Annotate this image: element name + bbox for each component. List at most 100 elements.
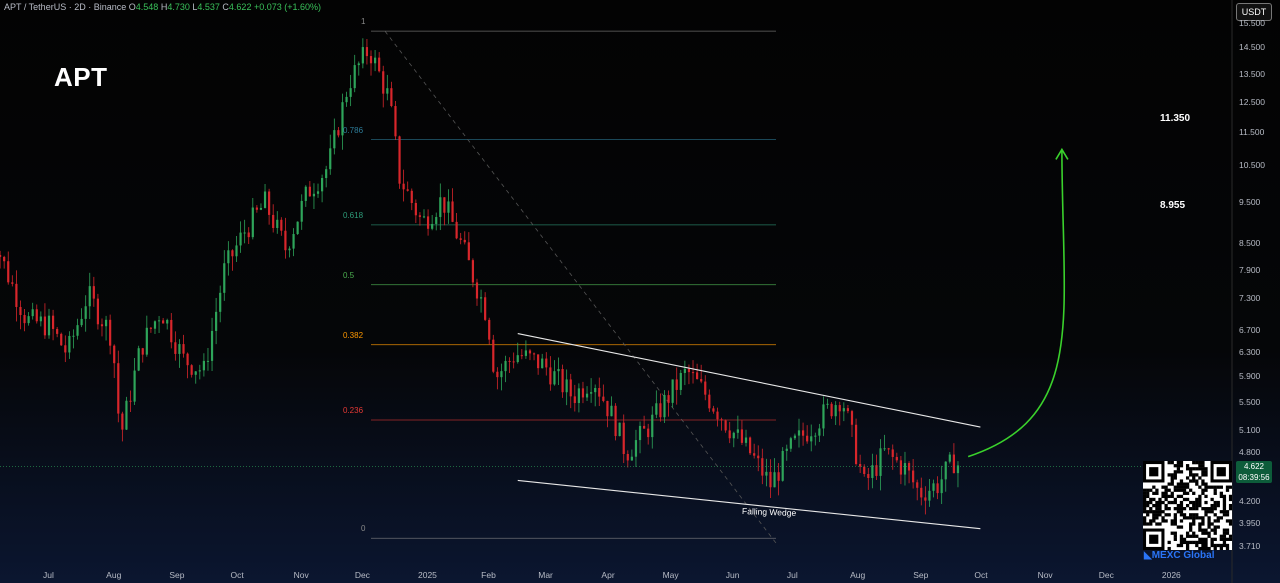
candle-body-48	[182, 344, 185, 354]
candle-body-67	[259, 207, 263, 210]
candle-body-8	[19, 306, 22, 316]
candle-body-26	[92, 286, 95, 299]
candle-body-215	[863, 466, 866, 474]
candle-body-195	[781, 450, 784, 481]
candle-body-231	[928, 490, 931, 501]
x-tick-10: May	[662, 570, 679, 580]
candle-body-203	[814, 435, 817, 437]
candle-body-168	[671, 379, 674, 403]
x-tick-7: Feb	[481, 570, 496, 580]
candle-body-236	[948, 454, 951, 462]
candle-body-99	[390, 88, 393, 107]
candle-body-90	[353, 65, 356, 89]
candle-body-94	[369, 56, 373, 64]
x-tick-2: Sep	[169, 570, 185, 580]
candle-body-209	[838, 405, 841, 412]
candle-body-89	[349, 88, 352, 97]
x-tick-17: Dec	[1098, 570, 1114, 580]
candle-body-61	[235, 245, 238, 257]
fib-label-5: 0.236	[343, 406, 364, 415]
candle-body-207	[830, 403, 833, 417]
candle-body-11	[31, 309, 34, 317]
y-tick-12: 5.900	[1239, 371, 1261, 382]
candle-body-141	[561, 369, 564, 393]
candle-body-187	[748, 437, 752, 454]
x-tick-3: Oct	[230, 570, 244, 580]
candle-body-28	[100, 324, 104, 327]
candle-body-86	[337, 130, 340, 136]
candle-body-116	[459, 238, 462, 240]
candle-body-193	[773, 472, 776, 488]
y-tick-14: 5.100	[1239, 424, 1261, 435]
candle-body-204	[818, 428, 821, 436]
candle-body-127	[504, 360, 507, 372]
candle-body-44	[166, 319, 169, 324]
candle-body-64	[247, 232, 250, 238]
candle-body-16	[51, 315, 55, 329]
candle-body-50	[190, 365, 193, 375]
candle-body-29	[104, 319, 108, 327]
currency-button[interactable]: USDT	[1236, 3, 1272, 21]
projection-arrow	[967, 149, 1066, 458]
candle-body-145	[577, 388, 580, 404]
candle-body-155	[618, 422, 621, 437]
candle-body-153	[610, 405, 613, 417]
candle-body-18	[60, 333, 63, 346]
candle-body-41	[153, 321, 157, 329]
candle-body-24	[84, 306, 87, 319]
candle-body-223	[895, 456, 898, 461]
candle-body-43	[162, 320, 165, 324]
y-tick-3: 12.500	[1239, 96, 1265, 107]
candle-body-136	[541, 358, 544, 369]
candle-body-14	[43, 316, 47, 336]
candle-body-142	[565, 379, 568, 393]
candle-body-221	[887, 448, 890, 450]
candle-body-196	[785, 448, 788, 451]
candle-body-152	[606, 400, 609, 417]
candle-body-217	[871, 465, 874, 478]
candle-body-165	[659, 403, 662, 418]
candle-body-228	[916, 482, 919, 488]
candle-body-32	[117, 363, 120, 414]
candle-body-166	[663, 395, 666, 418]
candle-body-138	[549, 367, 552, 385]
candle-body-68	[263, 191, 267, 208]
candle-body-154	[614, 405, 617, 437]
y-tick-17: 3.950	[1239, 518, 1261, 529]
candle-body-110	[435, 217, 438, 224]
x-tick-4: Nov	[293, 570, 309, 580]
candle-body-171	[683, 368, 686, 373]
candle-body-20	[68, 335, 71, 353]
candle-body-119	[471, 260, 475, 283]
candle-body-129	[512, 361, 515, 363]
candle-body-46	[174, 342, 177, 354]
candle-body-82	[320, 178, 324, 192]
candle-body-151	[602, 396, 605, 401]
candle-body-133	[528, 350, 532, 354]
candle-body-84	[329, 148, 332, 170]
candle-body-3	[0, 254, 2, 257]
candle-body-159	[634, 440, 638, 457]
candle-body-126	[500, 371, 503, 378]
candle-body-197	[789, 438, 792, 449]
candle-body-53	[202, 360, 205, 371]
candle-body-104	[410, 190, 413, 203]
low-label: L	[192, 2, 198, 12]
candle-body-219	[879, 448, 882, 476]
ohlc-header: APT / TetherUS · 2D · Binance O4.548 H4.…	[4, 2, 321, 12]
candle-body-95	[373, 57, 377, 64]
brand-logo: ◣MEXC Global	[1144, 550, 1215, 561]
candle-body-167	[667, 395, 670, 403]
x-tick-18: 2026	[1161, 570, 1181, 580]
y-tick-11: 6.300	[1239, 347, 1261, 358]
qr-code	[1143, 461, 1233, 551]
fib-label-2: 0.618	[343, 210, 364, 220]
candle-body-87	[341, 102, 344, 136]
candle-body-189	[757, 455, 760, 459]
current-price-badge: 4.622 08:39:56	[1236, 461, 1272, 483]
candle-body-57	[219, 292, 222, 312]
candle-body-137	[545, 358, 548, 368]
